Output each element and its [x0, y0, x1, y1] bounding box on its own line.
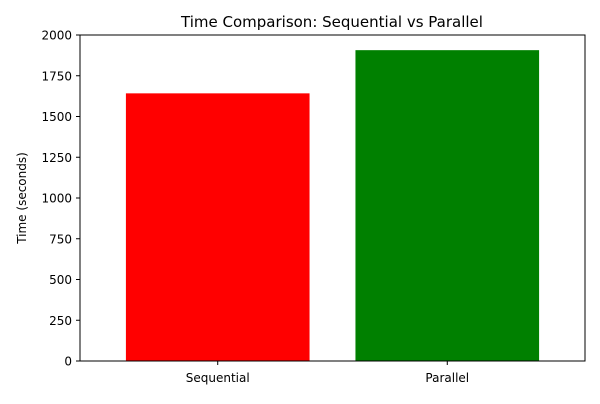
x-tick-label: Sequential — [186, 371, 250, 385]
y-tick-label: 0 — [64, 355, 72, 369]
chart-title: Time Comparison: Sequential vs Parallel — [180, 13, 483, 31]
y-tick-label: 1750 — [41, 69, 72, 83]
bar-sequential — [125, 93, 310, 361]
y-axis-label: Time (seconds) — [15, 152, 29, 245]
y-tick-label: 750 — [49, 232, 72, 246]
y-tick-label: 2000 — [41, 29, 72, 43]
bar-parallel — [355, 50, 540, 362]
y-tick-label: 1250 — [41, 151, 72, 165]
y-tick-label: 250 — [49, 314, 72, 328]
y-axis-ticks: 0 250 500 750 1000 1250 1500 1750 2000 — [41, 29, 80, 369]
x-axis-ticks: Sequential Parallel — [186, 361, 469, 385]
y-tick-label: 500 — [49, 273, 72, 287]
y-tick-label: 1000 — [41, 192, 72, 206]
bars-layer — [125, 50, 540, 362]
y-tick-label: 1500 — [41, 110, 72, 124]
x-tick-label: Parallel — [425, 371, 469, 385]
plot-frame — [79, 34, 586, 362]
